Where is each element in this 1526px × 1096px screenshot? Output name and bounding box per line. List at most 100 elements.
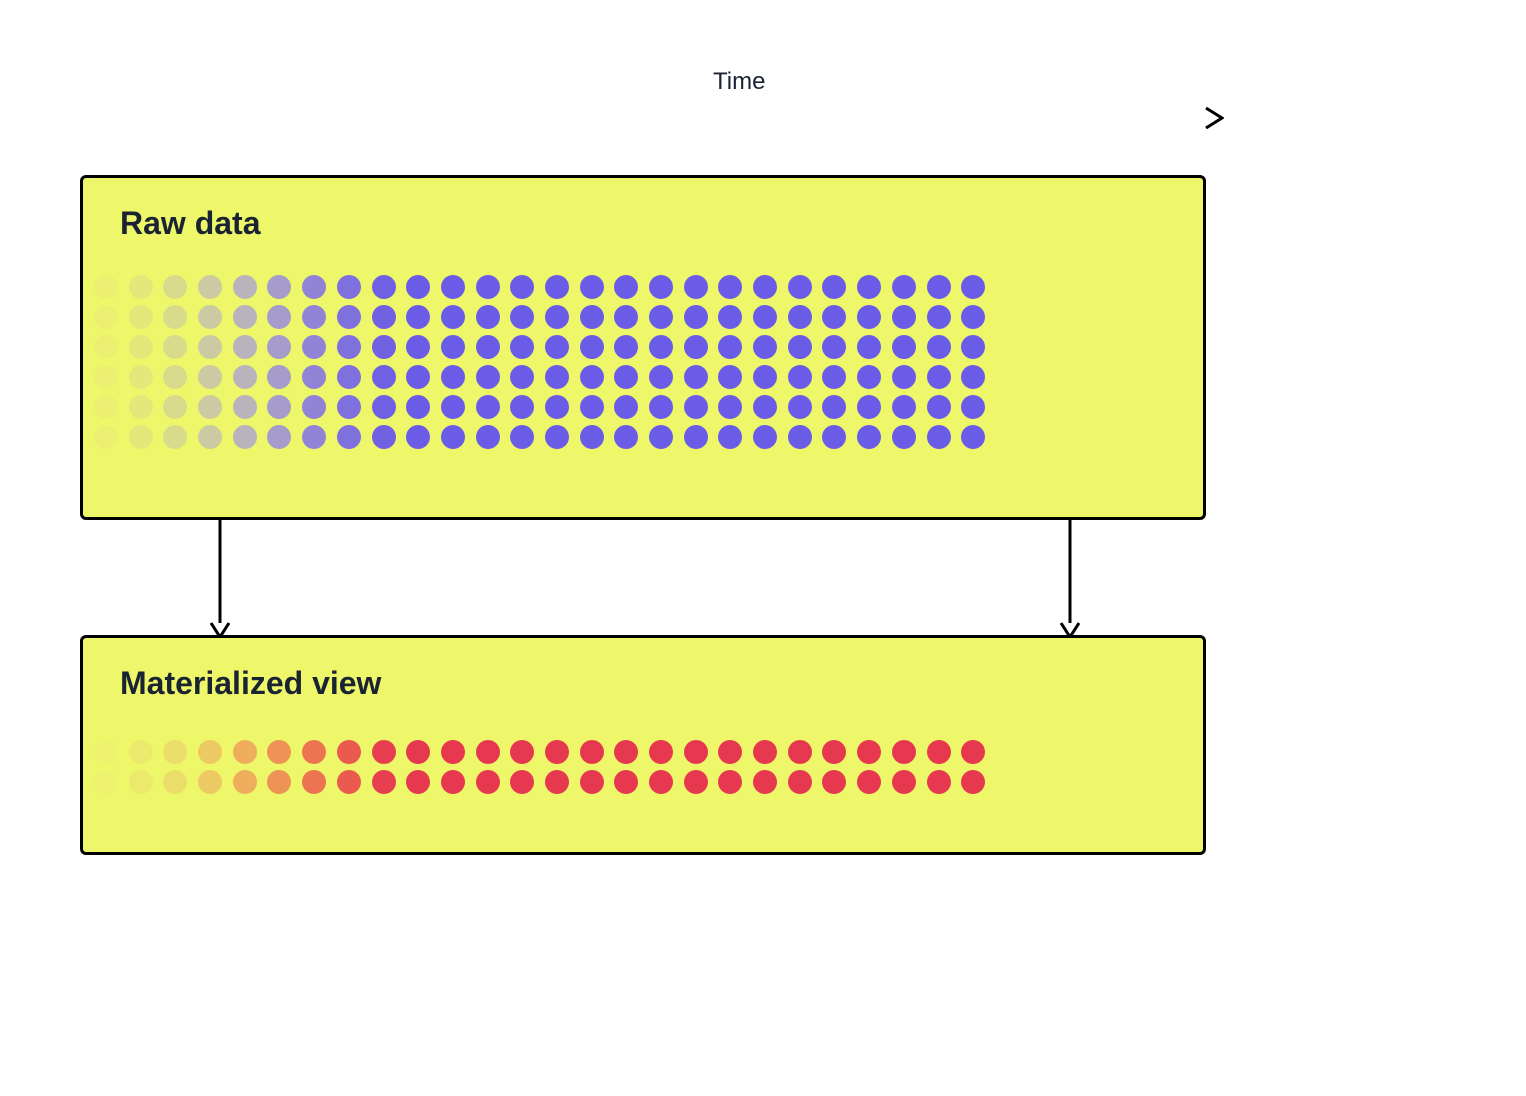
data-dot (614, 305, 638, 329)
dot-row (94, 770, 985, 794)
data-dot (822, 740, 846, 764)
data-dot (718, 275, 742, 299)
data-dot (233, 395, 257, 419)
data-dot (788, 275, 812, 299)
data-dot (961, 425, 985, 449)
data-dot (337, 740, 361, 764)
data-dot (372, 395, 396, 419)
data-dot (510, 770, 534, 794)
data-dot (892, 305, 916, 329)
data-dot (372, 770, 396, 794)
data-dot (441, 395, 465, 419)
data-dot (302, 275, 326, 299)
data-dot (649, 365, 673, 389)
data-dot (129, 335, 153, 359)
data-dot (545, 305, 569, 329)
data-dot (892, 425, 916, 449)
data-dot (337, 275, 361, 299)
data-dot (545, 365, 569, 389)
data-dot (718, 305, 742, 329)
data-dot (233, 305, 257, 329)
dot-row (94, 740, 985, 764)
data-dot (510, 305, 534, 329)
data-dot (822, 770, 846, 794)
data-dot (476, 305, 500, 329)
data-dot (233, 740, 257, 764)
data-dot (94, 425, 118, 449)
data-dot (163, 770, 187, 794)
data-dot (684, 770, 708, 794)
data-dot (233, 425, 257, 449)
data-dot (927, 425, 951, 449)
data-dot (857, 305, 881, 329)
data-dot (406, 395, 430, 419)
data-dot (337, 305, 361, 329)
data-dot (684, 740, 708, 764)
data-dot (822, 305, 846, 329)
data-dot (753, 275, 777, 299)
data-dot (684, 395, 708, 419)
data-dot (927, 770, 951, 794)
data-dot (302, 395, 326, 419)
data-dot (267, 335, 291, 359)
data-dot (267, 395, 291, 419)
data-dot (198, 335, 222, 359)
data-dot (267, 770, 291, 794)
data-dot (684, 365, 708, 389)
data-dot (580, 395, 604, 419)
data-dot (822, 275, 846, 299)
data-dot (476, 770, 500, 794)
data-dot (510, 425, 534, 449)
data-dot (822, 365, 846, 389)
data-dot (649, 740, 673, 764)
data-dot (129, 305, 153, 329)
data-dot (94, 275, 118, 299)
data-dot (614, 425, 638, 449)
data-dot (718, 770, 742, 794)
data-dot (753, 305, 777, 329)
time-axis-label: Time (713, 68, 765, 96)
data-dot (892, 275, 916, 299)
data-dot (163, 425, 187, 449)
data-dot (233, 275, 257, 299)
data-dot (788, 425, 812, 449)
dot-row (94, 425, 985, 449)
data-dot (857, 365, 881, 389)
dot-row (94, 275, 985, 299)
data-dot (94, 335, 118, 359)
data-dot (510, 395, 534, 419)
data-dot (406, 335, 430, 359)
data-dot (372, 335, 396, 359)
data-dot (510, 740, 534, 764)
data-dot (372, 425, 396, 449)
data-dot (961, 365, 985, 389)
data-dot (822, 395, 846, 419)
data-dot (857, 425, 881, 449)
data-dot (302, 365, 326, 389)
data-dot (649, 275, 673, 299)
data-dot (198, 275, 222, 299)
data-dot (857, 275, 881, 299)
data-dot (788, 335, 812, 359)
data-dot (406, 305, 430, 329)
data-dot (892, 395, 916, 419)
materialized-view-title: Materialized view (120, 665, 381, 702)
connector-arrow-left (205, 520, 235, 639)
data-dot (198, 425, 222, 449)
data-dot (337, 365, 361, 389)
data-dot (614, 740, 638, 764)
data-dot (441, 740, 465, 764)
data-dot (753, 395, 777, 419)
data-dot (788, 770, 812, 794)
data-dot (163, 740, 187, 764)
data-dot (580, 305, 604, 329)
data-dot (753, 740, 777, 764)
data-dot (753, 770, 777, 794)
data-dot (545, 395, 569, 419)
data-dot (129, 395, 153, 419)
data-dot (961, 335, 985, 359)
data-dot (441, 770, 465, 794)
data-dot (649, 335, 673, 359)
data-dot (545, 425, 569, 449)
data-dot (267, 425, 291, 449)
